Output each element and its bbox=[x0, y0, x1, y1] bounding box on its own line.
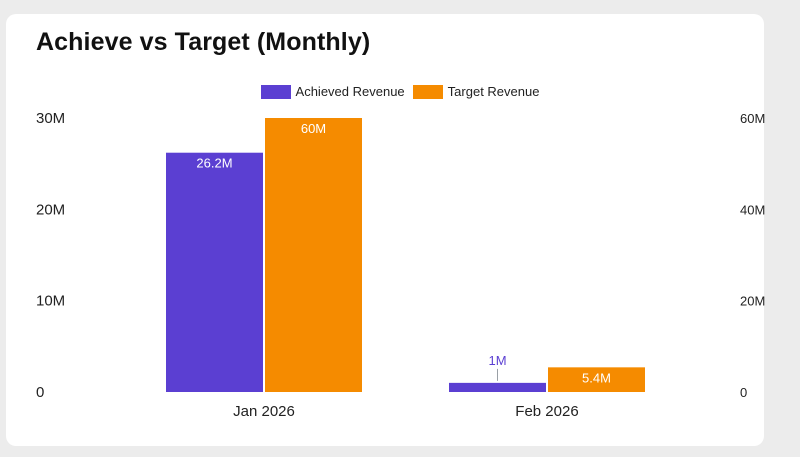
right-axis-tick-label: 40M bbox=[740, 202, 765, 217]
legend-swatch-achieved bbox=[260, 84, 291, 99]
legend-swatch-target bbox=[412, 84, 443, 99]
right-axis-tick-label: 20M bbox=[740, 294, 765, 309]
bar-target[interactable] bbox=[265, 118, 362, 392]
bar-achieved[interactable] bbox=[449, 382, 546, 392]
x-axis-tick-label: Feb 2026 bbox=[515, 403, 578, 420]
right-axis-tick-label: 0 bbox=[740, 385, 747, 400]
bar-target[interactable] bbox=[548, 367, 645, 392]
data-label: 60M bbox=[301, 121, 326, 136]
x-axis-tick-label: Jan 2026 bbox=[233, 403, 295, 420]
legend-label-achieved: Achieved Revenue bbox=[295, 84, 405, 99]
bar-achieved[interactable] bbox=[166, 152, 263, 392]
legend-item-target[interactable]: Target Revenue bbox=[412, 84, 540, 99]
left-axis-tick-label: 10M bbox=[36, 293, 65, 310]
data-label: 5.4M bbox=[582, 370, 611, 385]
legend-label-target: Target Revenue bbox=[447, 84, 540, 99]
data-label: 26.2M bbox=[196, 156, 232, 171]
data-label: 1M bbox=[488, 353, 506, 368]
legend-item-achieved[interactable]: Achieved Revenue bbox=[260, 84, 405, 99]
left-axis-tick-label: 30M bbox=[36, 110, 65, 127]
chart-legend: Achieved Revenue Target Revenue bbox=[0, 84, 800, 99]
chart-title: Achieve vs Target (Monthly) bbox=[36, 28, 371, 56]
left-axis-tick-label: 0 bbox=[36, 384, 44, 401]
left-axis-tick-label: 20M bbox=[36, 201, 65, 218]
right-axis-tick-label: 60M bbox=[740, 111, 765, 126]
